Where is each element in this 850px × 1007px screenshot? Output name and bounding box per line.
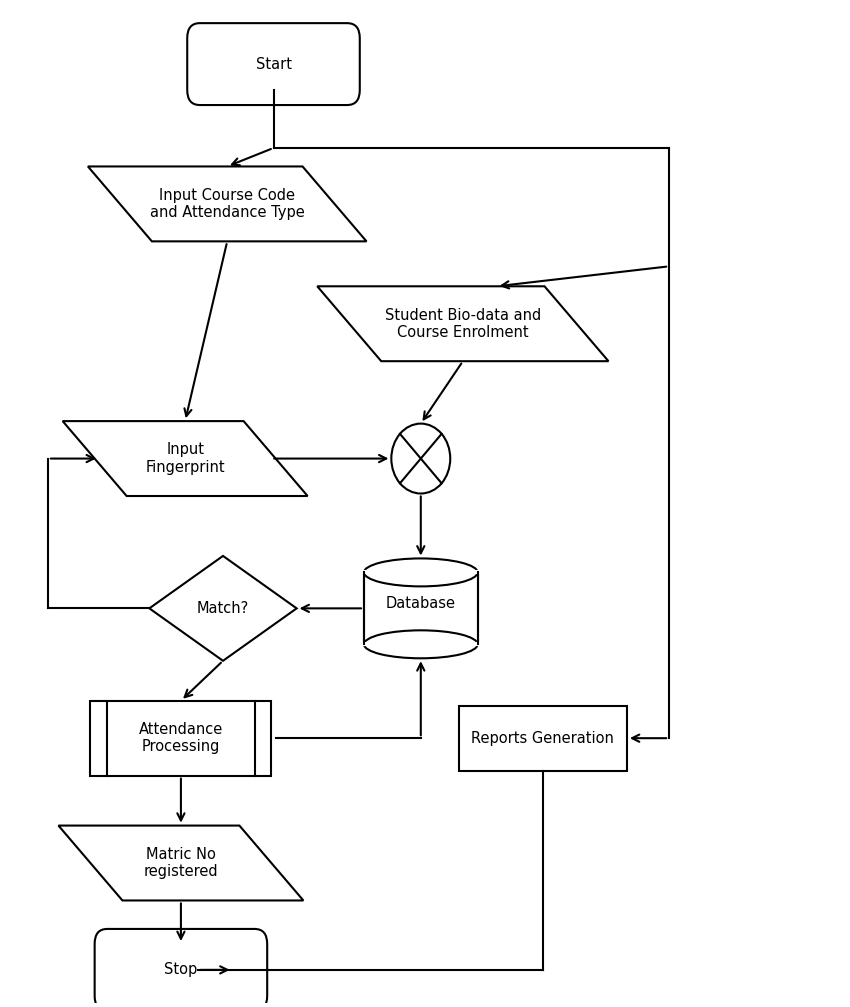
Bar [364, 572, 478, 644]
Polygon shape [317, 286, 609, 362]
Text: Student Bio-data and
Course Enrolment: Student Bio-data and Course Enrolment [385, 307, 541, 340]
Text: Match?: Match? [197, 601, 249, 616]
Text: Reports Generation: Reports Generation [472, 731, 615, 746]
FancyBboxPatch shape [94, 928, 267, 1007]
Ellipse shape [364, 559, 478, 586]
FancyBboxPatch shape [187, 23, 360, 105]
Polygon shape [150, 556, 297, 661]
Polygon shape [88, 166, 366, 242]
Bar [459, 706, 627, 770]
Text: Database: Database [386, 596, 456, 611]
Polygon shape [63, 421, 308, 496]
Text: Matric No
registered: Matric No registered [144, 847, 218, 879]
Bar [90, 701, 271, 775]
Text: Stop: Stop [164, 963, 197, 978]
Text: Start: Start [256, 56, 292, 71]
Ellipse shape [364, 630, 478, 659]
Polygon shape [59, 826, 303, 900]
Text: Attendance
Processing: Attendance Processing [139, 722, 223, 754]
Circle shape [391, 424, 450, 493]
Text: Input Course Code
and Attendance Type: Input Course Code and Attendance Type [150, 187, 304, 221]
Text: Input
Fingerprint: Input Fingerprint [145, 442, 225, 474]
